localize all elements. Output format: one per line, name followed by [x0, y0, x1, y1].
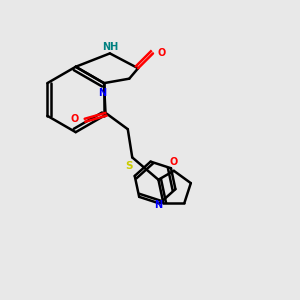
- Text: N: N: [98, 88, 106, 98]
- Text: S: S: [125, 161, 133, 171]
- Text: N: N: [154, 200, 162, 210]
- Text: O: O: [70, 114, 79, 124]
- Text: O: O: [170, 157, 178, 167]
- Text: O: O: [158, 48, 166, 59]
- Text: NH: NH: [102, 42, 118, 52]
